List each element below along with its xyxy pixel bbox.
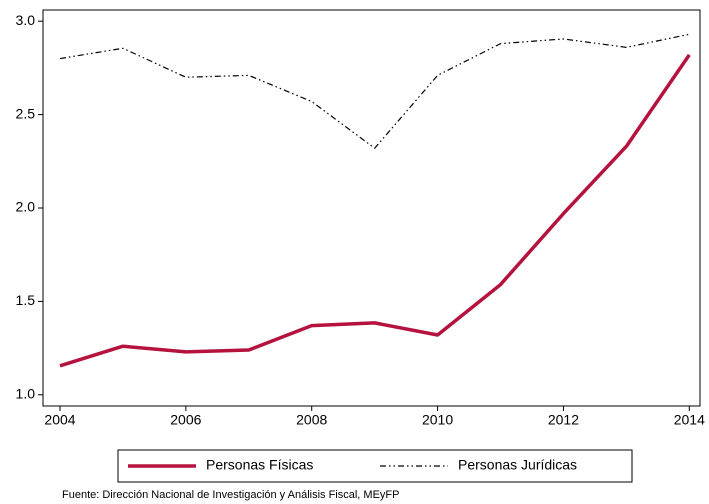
series-line — [59, 33, 690, 149]
x-tick-label: 2004 — [44, 412, 75, 428]
series-line — [59, 53, 691, 368]
legend-label: Personas Jurídicas — [458, 457, 577, 473]
y-tick-label: 1.5 — [16, 292, 36, 308]
note: Fuente: Dirección Nacional de Investigac… — [62, 489, 399, 501]
x-tick-label: 2012 — [548, 412, 579, 428]
y-tick-label: 1.0 — [16, 385, 36, 401]
legend-label: Personas Físicas — [206, 457, 313, 473]
y-tick-label: 2.0 — [16, 199, 36, 215]
y-tick-label: 3.0 — [16, 12, 36, 28]
x-tick-label: 2008 — [296, 412, 327, 428]
x-tick-label: 2010 — [422, 412, 453, 428]
x-tick-label: 2006 — [170, 412, 201, 428]
legend-frame — [117, 449, 633, 483]
y-tick-label: 2.5 — [16, 105, 36, 121]
x-tick-label: 2014 — [674, 412, 705, 428]
